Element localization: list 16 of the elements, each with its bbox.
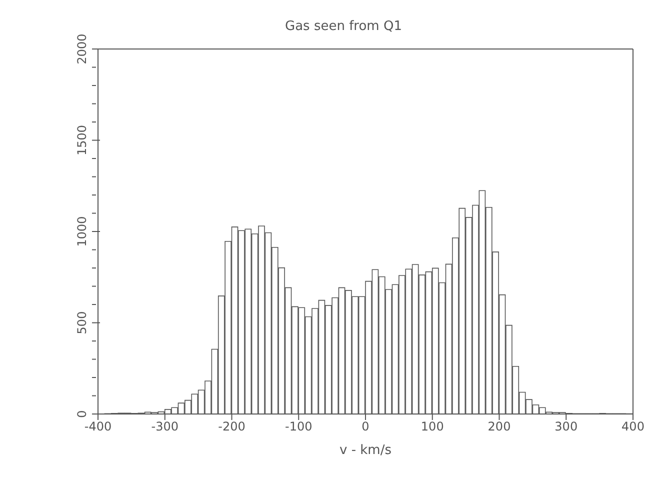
x-tick-label: 100	[420, 420, 444, 434]
x-tick-label: 400	[622, 420, 644, 434]
y-tick-label: 0	[75, 410, 89, 418]
y-tick-label: 1500	[75, 124, 89, 156]
x-tick-label: 200	[488, 420, 511, 434]
y-tick-label: 2000	[75, 34, 89, 64]
x-tick-label: 300	[554, 420, 578, 434]
x-tick-label: -200	[218, 420, 246, 434]
y-tick-label: 1000	[75, 216, 89, 247]
chart-title: Gas seen from Q1	[285, 19, 402, 34]
x-axis-title: v - km/s	[340, 443, 392, 458]
x-tick-label: -300	[151, 420, 178, 434]
x-tick-label: -100	[285, 420, 312, 434]
x-tick-label: -400	[84, 420, 112, 434]
x-tick-label: 0	[362, 420, 370, 434]
y-tick-label: 500	[75, 311, 89, 334]
